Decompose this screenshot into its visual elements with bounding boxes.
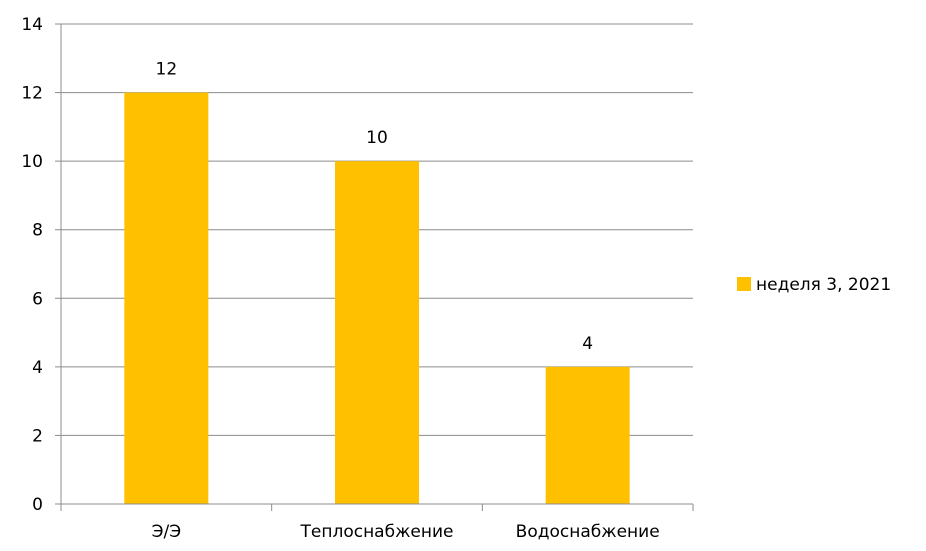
data-label: 12 [156,60,178,80]
y-tick-label: 4 [32,358,43,378]
y-tick-label: 6 [32,289,43,309]
bars [124,92,630,505]
legend-swatch [737,277,751,291]
bar [124,92,209,505]
axes [60,24,694,511]
y-axis-tick-labels: 0 2 4 6 8 10 12 14 [21,15,43,515]
y-tick-label: 10 [21,152,43,172]
x-tick-label: Водоснабжение [516,522,660,542]
data-label: 4 [582,334,593,354]
y-tick-label: 0 [32,495,43,515]
x-tick-label: Э/Э [152,522,181,542]
legend-label: неделя 3, 2021 [756,275,891,295]
y-tick-label: 14 [21,15,43,35]
x-tick-label: Теплоснабжение [300,522,454,542]
bar [545,366,630,504]
bar [335,161,419,504]
legend: неделя 3, 2021 [737,275,891,295]
data-label: 10 [366,128,388,148]
y-tick-label: 8 [32,221,43,241]
y-tick-label: 12 [21,84,43,104]
y-tick-label: 2 [32,426,43,446]
data-labels: 12 10 4 [156,60,594,354]
x-axis-tick-labels: Э/Э Теплоснабжение Водоснабжение [152,522,660,542]
